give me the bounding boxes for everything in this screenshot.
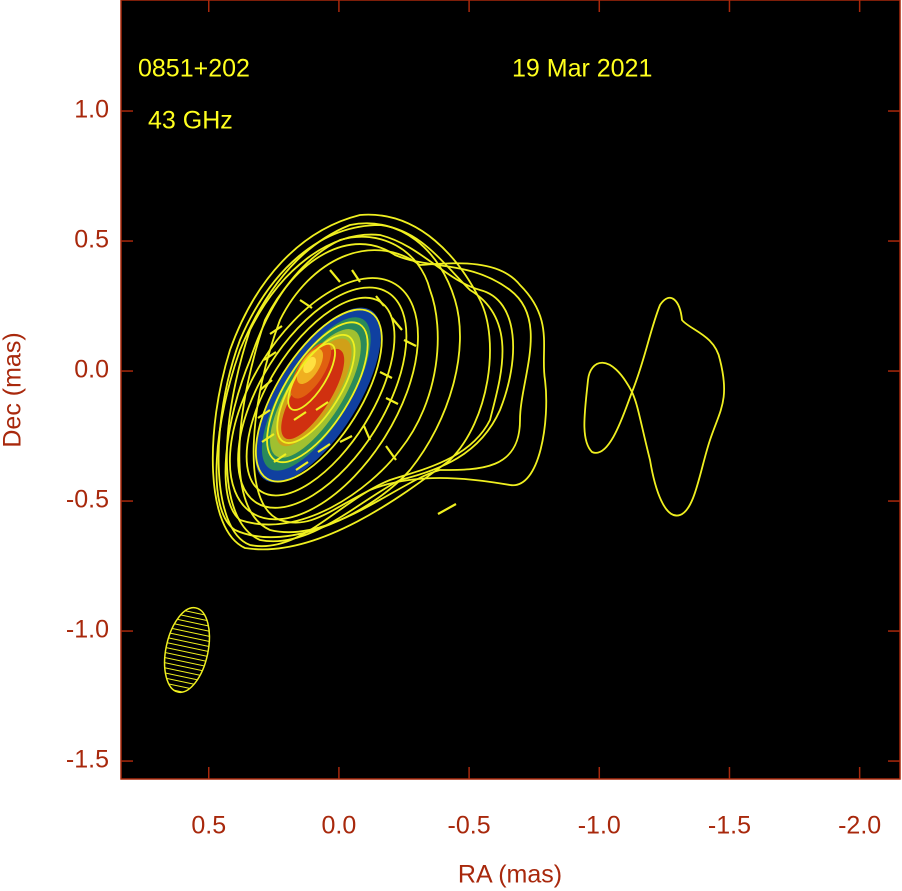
y-tick-label: 1.0 — [74, 96, 109, 124]
x-tick-label: 0.0 — [322, 812, 357, 840]
y-tick-label: 0.0 — [74, 356, 109, 384]
x-tick-label: -0.5 — [448, 812, 491, 840]
polarization-vectors — [257, 269, 457, 515]
x-tick-label: -1.5 — [708, 812, 751, 840]
x-tick-label: 0.5 — [191, 812, 226, 840]
y-axis-label: Dec (mas) — [0, 332, 27, 447]
x-tick-label: -2.0 — [838, 812, 881, 840]
source-name: 0851+202 — [138, 55, 250, 83]
plot-frame — [120, 0, 901, 780]
plot-area — [121, 0, 900, 779]
y-tick-label: -1.0 — [66, 616, 109, 644]
y-tick-label: 0.5 — [74, 226, 109, 254]
frequency-label: 43 GHz — [148, 107, 233, 135]
date-label: 19 Mar 2021 — [512, 55, 652, 83]
x-tick-label: -1.0 — [578, 812, 621, 840]
contours — [211, 213, 726, 551]
y-tick-label: -0.5 — [66, 486, 109, 514]
beam — [163, 606, 211, 694]
y-tick-label: -1.5 — [66, 746, 109, 774]
map — [163, 213, 726, 694]
x-axis-label: RA (mas) — [458, 861, 562, 889]
